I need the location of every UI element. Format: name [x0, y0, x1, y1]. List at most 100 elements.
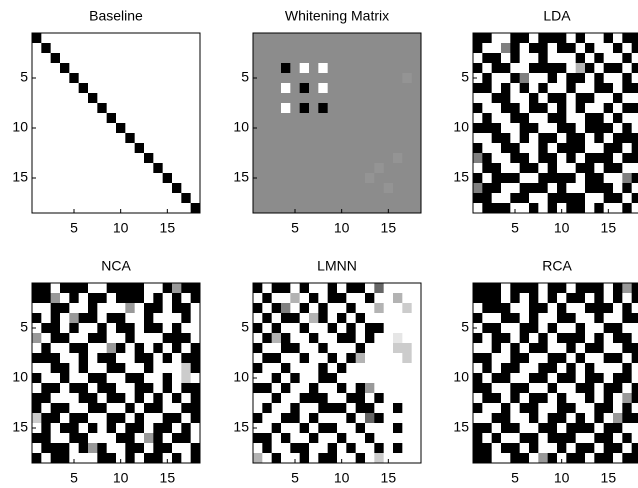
heatmap-cell — [41, 133, 52, 144]
heatmap-cell — [106, 403, 117, 414]
heatmap-cell — [318, 73, 329, 84]
heatmap-cell — [144, 163, 154, 174]
heatmap-cell — [32, 403, 42, 414]
heatmap-cell — [134, 133, 145, 144]
heatmap-cell — [402, 293, 413, 304]
heatmap-cell — [97, 353, 108, 364]
heatmap-cell — [69, 313, 80, 324]
heatmap-cell — [106, 353, 117, 364]
heatmap-cell — [538, 203, 549, 214]
heatmap-cell — [547, 73, 558, 84]
heatmap-cell — [575, 343, 586, 354]
heatmap-cell — [482, 333, 493, 344]
heatmap-cell — [557, 413, 567, 424]
heatmap-cell — [281, 63, 291, 74]
heatmap-cell — [97, 33, 108, 44]
heatmap-cell — [262, 173, 273, 184]
heatmap-cell — [337, 363, 347, 374]
heatmap-cell — [78, 303, 89, 314]
heatmap-cell — [355, 353, 366, 364]
heatmap-cell — [134, 113, 145, 124]
heatmap-cell — [346, 413, 357, 424]
heatmap-cell — [566, 283, 577, 294]
heatmap-cell — [60, 103, 70, 114]
heatmap-cell — [309, 313, 319, 324]
heatmap-cell — [290, 293, 301, 304]
heatmap-cell — [172, 393, 182, 404]
heatmap-cell — [327, 43, 338, 54]
heatmap-cell — [622, 53, 633, 64]
heatmap-cell — [547, 363, 558, 374]
heatmap-cell — [585, 363, 595, 374]
heatmap-cell — [603, 103, 614, 114]
heatmap-cell — [594, 113, 605, 124]
heatmap-cell — [318, 143, 329, 154]
heatmap-cell — [402, 353, 413, 364]
heatmap-cell — [318, 433, 329, 444]
heatmap-cell — [538, 63, 549, 74]
heatmap-cell — [88, 403, 98, 414]
heatmap-cell — [346, 323, 357, 334]
heatmap-cell — [262, 293, 273, 304]
heatmap-cell — [134, 193, 145, 204]
heatmap-cell — [181, 173, 192, 184]
heatmap-cell — [491, 283, 502, 294]
heatmap-cell — [411, 313, 422, 324]
heatmap-cell — [162, 153, 173, 164]
heatmap-cell — [125, 43, 136, 54]
heatmap-cell — [482, 433, 493, 444]
heatmap-cell — [575, 153, 586, 164]
axes-frame — [472, 32, 638, 214]
heatmap-cell — [318, 153, 329, 164]
heatmap-cell — [346, 143, 357, 154]
heatmap-cell — [290, 173, 301, 184]
heatmap-cell — [501, 333, 511, 344]
heatmap-cell — [60, 63, 70, 74]
heatmap-cell — [281, 33, 291, 44]
heatmap-cell — [290, 453, 301, 464]
heatmap-cell — [41, 403, 52, 414]
heatmap-cell — [538, 83, 549, 94]
heatmap-cell — [365, 373, 375, 384]
heatmap-cell — [162, 83, 173, 94]
heatmap-cell — [538, 313, 549, 324]
heatmap-cell — [383, 453, 394, 464]
heatmap-cell — [32, 303, 42, 314]
heatmap-cell — [281, 313, 291, 324]
heatmap-cell — [162, 113, 173, 124]
heatmap-cell — [172, 193, 182, 204]
heatmap-cell — [88, 193, 98, 204]
heatmap-cell — [501, 83, 511, 94]
heatmap-cell — [346, 423, 357, 434]
heatmap-cell — [116, 443, 126, 454]
heatmap-cell — [60, 313, 70, 324]
heatmap-cell — [172, 113, 182, 124]
heatmap-cell — [327, 403, 338, 414]
heatmap-cell — [510, 433, 521, 444]
heatmap-cell — [41, 413, 52, 424]
heatmap-cell — [519, 163, 530, 174]
heatmap-cell — [393, 433, 403, 444]
heatmap-cell — [613, 93, 623, 104]
heatmap-cell — [290, 363, 301, 374]
heatmap-cell — [190, 163, 201, 174]
heatmap-cell — [346, 283, 357, 294]
heatmap-cell — [374, 183, 385, 194]
heatmap-cell — [116, 63, 126, 74]
heatmap-cell — [32, 193, 42, 204]
heatmap-cell — [50, 413, 61, 424]
heatmap-cell — [281, 393, 291, 404]
heatmap-cell — [50, 123, 61, 134]
heatmap-cell — [374, 73, 385, 84]
heatmap-cell — [78, 313, 89, 324]
heatmap-cell — [60, 403, 70, 414]
heatmap-cell — [78, 403, 89, 414]
heatmap-cell — [125, 143, 136, 154]
heatmap-cell — [529, 333, 539, 344]
heatmap-cell — [547, 93, 558, 104]
heatmap-cell — [575, 183, 586, 194]
heatmap-cell — [78, 203, 89, 214]
heatmap-cell — [290, 323, 301, 334]
heatmap-cell — [88, 203, 98, 214]
heatmap-cell — [253, 63, 263, 74]
